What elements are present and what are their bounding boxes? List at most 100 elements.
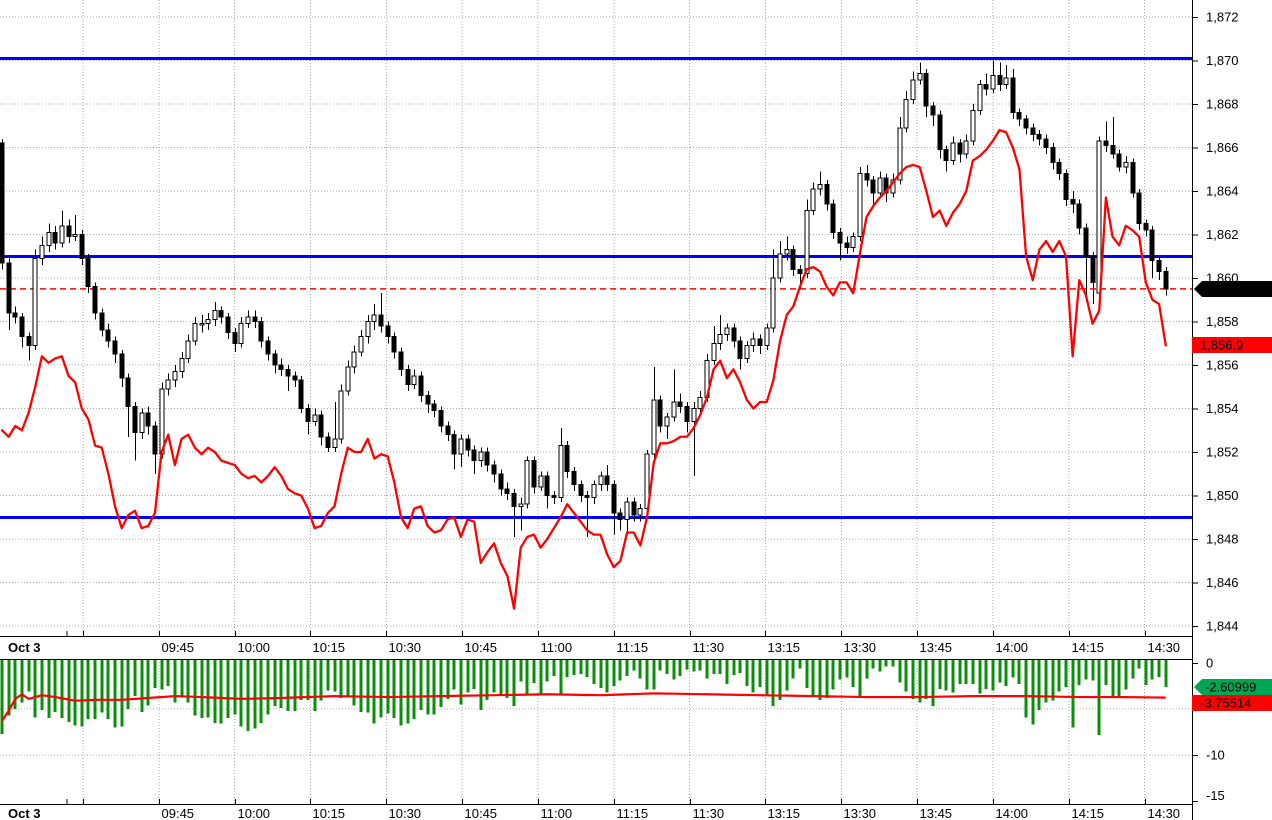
- histogram-bar: [93, 660, 97, 720]
- candle-down: [1156, 260, 1162, 272]
- candle-up: [598, 475, 604, 486]
- time-label: 13:45: [920, 806, 953, 820]
- candle-down: [1070, 199, 1076, 205]
- candle-down: [1136, 192, 1142, 225]
- price-tick-label: 1,850: [1206, 488, 1239, 503]
- main-time-axis: Oct 3 09:45 10:00 10:15 10:30 10:45 11:00 11:15…: [8, 631, 1180, 655]
- histogram-bar: [884, 660, 888, 667]
- candle-down: [617, 512, 623, 520]
- candle-down: [883, 177, 889, 194]
- histogram-bar: [386, 660, 390, 714]
- candle-up: [39, 244, 45, 259]
- histogram-bar: [1057, 660, 1061, 692]
- histogram-bar: [685, 660, 689, 670]
- candle-up: [817, 183, 823, 190]
- candle-up: [345, 366, 351, 392]
- histogram-bar: [485, 660, 489, 700]
- price-tick-label: 1,870: [1206, 53, 1239, 68]
- histogram-value-tag: [1194, 679, 1272, 695]
- histogram-bar: [1064, 660, 1068, 687]
- price-tick-label: 1,872: [1206, 10, 1239, 25]
- time-label: 11:30: [693, 640, 725, 655]
- histogram-bar: [106, 660, 110, 720]
- histogram-bar: [1164, 660, 1168, 687]
- histogram-bar: [419, 660, 423, 710]
- histogram-bar: [904, 660, 908, 692]
- ma-value-tag: [1192, 695, 1272, 711]
- histogram-bar: [7, 660, 11, 716]
- candle-up: [977, 83, 983, 112]
- time-label: 10:15: [313, 640, 346, 655]
- candle-up: [172, 371, 178, 381]
- histogram-bar: [898, 660, 902, 683]
- indicator-tick-label: -15: [1206, 788, 1225, 803]
- histogram-bar: [911, 660, 915, 699]
- candle-down: [19, 316, 25, 338]
- time-label: 10:30: [389, 640, 422, 655]
- date-label: Oct 3: [8, 806, 41, 820]
- candle-down: [0, 142, 5, 264]
- candle-down: [431, 403, 437, 412]
- histogram-bar: [1104, 660, 1108, 686]
- candle-up: [664, 416, 670, 427]
- histogram-bar: [1124, 660, 1128, 690]
- histogram-bar: [286, 660, 290, 711]
- histogram-bar: [991, 660, 995, 691]
- histogram-bar: [180, 660, 184, 698]
- histogram-bar: [592, 660, 596, 685]
- indicator-ma-line: [1, 692, 1166, 722]
- candle-down: [1110, 144, 1116, 155]
- candle-down: [837, 231, 843, 244]
- histogram-bar: [698, 660, 702, 671]
- histogram-bar: [492, 660, 496, 693]
- histogram-bar: [1024, 660, 1028, 718]
- candle-down: [418, 375, 424, 396]
- histogram-bar: [253, 660, 257, 729]
- histogram-bar: [379, 660, 383, 718]
- histogram-bar: [47, 660, 51, 719]
- histogram-bar: [1091, 660, 1095, 681]
- histogram-bar: [831, 660, 835, 690]
- price-tick-label: 1,854: [1206, 401, 1239, 416]
- histogram-bar: [60, 660, 64, 719]
- histogram-bar: [1111, 660, 1115, 698]
- candle-down: [292, 375, 298, 381]
- ma-value-tag-label: -3.75514: [1200, 696, 1251, 711]
- histogram-bar: [1131, 660, 1135, 679]
- histogram-bar: [605, 660, 609, 693]
- time-label: 13:30: [844, 640, 877, 655]
- histogram-bar: [432, 660, 436, 715]
- histogram-bar: [1137, 660, 1141, 669]
- price-tick-label: 1,866: [1206, 140, 1239, 155]
- time-label: 10:00: [238, 806, 271, 820]
- candle-down: [930, 105, 936, 116]
- candle-down: [790, 249, 796, 270]
- histogram-bar: [811, 660, 815, 697]
- candle-up: [910, 79, 916, 101]
- price-axis[interactable]: 1,844 1,846 1,848 1,850 1,852 1,854 1,856 1,858…: [1192, 10, 1239, 804]
- indicator-tick-label: -10: [1206, 748, 1225, 763]
- histogram-bar: [532, 660, 536, 684]
- histogram-bar: [200, 660, 204, 719]
- candle-down: [125, 377, 131, 407]
- candle-up: [750, 338, 756, 346]
- candle-down: [551, 495, 557, 499]
- candle-down: [12, 312, 18, 318]
- candle-down: [438, 410, 444, 427]
- candle-down: [923, 73, 929, 107]
- histogram-bar: [1011, 660, 1015, 678]
- candle-up: [711, 342, 717, 362]
- candle-down: [232, 331, 238, 344]
- candle-down: [425, 394, 431, 405]
- histogram-bar: [951, 660, 955, 693]
- time-label: 11:00: [541, 640, 573, 655]
- candle-down: [1116, 153, 1122, 168]
- time-label: 10:15: [313, 806, 346, 820]
- candle-up: [691, 408, 697, 423]
- candle-up: [165, 379, 171, 390]
- candle-down: [391, 336, 397, 353]
- time-label: 14:15: [1072, 806, 1105, 820]
- histogram-bar: [1044, 660, 1048, 703]
- histogram-bar: [745, 660, 749, 686]
